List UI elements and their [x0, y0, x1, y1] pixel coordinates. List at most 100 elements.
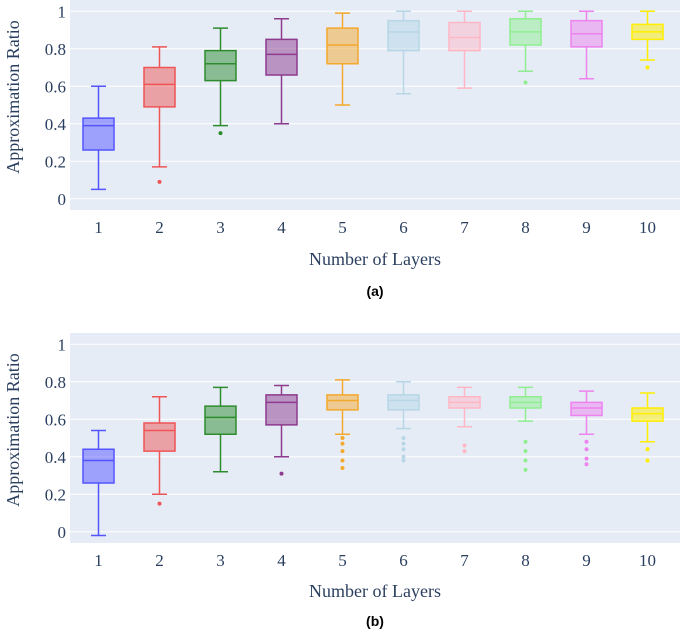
- outlier-point: [401, 441, 406, 446]
- iqr-box: [265, 38, 298, 76]
- y-axis-title-a: Approximation Ratio: [3, 20, 23, 173]
- outlier-point: [462, 443, 467, 448]
- box-10: [631, 392, 664, 463]
- iqr-box: [387, 19, 420, 52]
- box-8: [509, 10, 542, 85]
- box-9: [570, 10, 603, 80]
- x-axis-title-a: Number of Layers: [309, 249, 441, 269]
- outlier-point: [584, 456, 589, 461]
- outlier-point: [645, 65, 650, 70]
- x-tick-label: 8: [521, 551, 530, 570]
- box-2: [143, 396, 176, 506]
- y-tick-label: 0.4: [45, 115, 67, 134]
- box-8: [509, 386, 542, 472]
- iqr-box: [204, 405, 237, 435]
- outlier-point: [645, 447, 650, 452]
- x-tick-label: 1: [94, 218, 103, 237]
- x-tick-label: 10: [639, 218, 656, 237]
- y-tick-label: 0.6: [45, 77, 66, 96]
- y-tick-label: 0.2: [45, 485, 66, 504]
- y-tick-label: 1: [58, 335, 67, 354]
- iqr-box: [265, 394, 298, 426]
- y-tick-label: 0.2: [45, 152, 66, 171]
- box-4: [265, 384, 298, 476]
- iqr-box: [204, 49, 237, 82]
- outlier-point: [401, 454, 406, 459]
- outlier-point: [340, 458, 345, 463]
- iqr-box: [631, 407, 664, 422]
- y-tick-label: 1: [58, 2, 67, 21]
- boxes-a: [82, 10, 664, 191]
- outlier-point: [401, 447, 406, 452]
- panel-caption-b: (b): [366, 613, 384, 629]
- box-5: [326, 12, 359, 106]
- iqr-box: [143, 422, 176, 452]
- y-tick-label: 0: [58, 190, 67, 209]
- iqr-box: [143, 66, 176, 108]
- x-tick-label: 5: [338, 551, 347, 570]
- outlier-point: [645, 458, 650, 463]
- box-4: [265, 18, 298, 125]
- box-1: [82, 429, 115, 537]
- x-tick-label: 2: [155, 218, 164, 237]
- outlier-point: [401, 458, 406, 463]
- box-5: [326, 379, 359, 470]
- iqr-box: [387, 394, 420, 411]
- x-tick-label: 8: [521, 218, 530, 237]
- x-tick-label: 10: [639, 551, 656, 570]
- outlier-point: [523, 458, 528, 463]
- x-axis-title-b: Number of Layers: [309, 581, 441, 601]
- y-tick-label: 0.8: [45, 40, 66, 59]
- panel-a: 0 0.2 0.4 0.6 0.8 1 1 2 3 4 5 6 7 8 9 10 Number of Laye…: [3, 0, 680, 299]
- box-9: [570, 390, 603, 467]
- iqr-box: [448, 21, 481, 52]
- box-10: [631, 10, 664, 70]
- outlier-point: [523, 467, 528, 472]
- x-tick-label: 9: [582, 218, 591, 237]
- box-2: [143, 46, 176, 184]
- outlier-point: [462, 449, 467, 454]
- ticks-b: 0 0.2 0.4 0.6 0.8 1 1 2 3 4 5 6 7 8 9 10: [45, 335, 656, 570]
- panel-caption-a: (a): [366, 283, 383, 299]
- outlier-point: [340, 441, 345, 446]
- outlier-point: [584, 447, 589, 452]
- x-tick-label: 7: [460, 551, 469, 570]
- outlier-point: [523, 449, 528, 454]
- x-tick-label: 3: [216, 551, 225, 570]
- outlier-point: [157, 179, 162, 184]
- outlier-point: [340, 436, 345, 440]
- outlier-point: [584, 439, 589, 444]
- x-tick-label: 1: [94, 551, 103, 570]
- iqr-box: [82, 117, 115, 151]
- x-tick-label: 5: [338, 218, 347, 237]
- iqr-box: [570, 401, 603, 417]
- box-3: [204, 386, 237, 473]
- boxes-b: [82, 379, 664, 537]
- outlier-point: [401, 436, 406, 440]
- iqr-box: [82, 448, 115, 484]
- x-tick-label: 7: [460, 218, 469, 237]
- box-6: [387, 10, 420, 95]
- x-tick-label: 4: [277, 551, 286, 570]
- outlier-point: [157, 501, 162, 506]
- box-7: [448, 386, 481, 454]
- panel-b: 0 0.2 0.4 0.6 0.8 1 1 2 3 4 5 6 7 8 9 10 Number of Laye…: [3, 333, 680, 629]
- x-tick-label: 6: [399, 551, 408, 570]
- x-tick-label: 9: [582, 551, 591, 570]
- y-axis-title-b: Approximation Ratio: [3, 353, 23, 506]
- box-7: [448, 10, 481, 89]
- ticks-a: 0 0.2 0.4 0.6 0.8 1 1 2 3 4 5 6 7 8 9 10: [45, 2, 656, 237]
- y-tick-label: 0.4: [45, 448, 67, 467]
- outlier-point: [218, 131, 223, 136]
- outlier-point: [584, 462, 589, 467]
- box-3: [204, 27, 237, 136]
- outlier-point: [340, 466, 345, 470]
- y-tick-label: 0.8: [45, 373, 66, 392]
- x-tick-label: 4: [277, 218, 286, 237]
- iqr-box: [326, 27, 359, 65]
- x-tick-label: 6: [399, 218, 408, 237]
- box-6: [387, 381, 420, 463]
- x-tick-label: 2: [155, 551, 164, 570]
- grid-b: [70, 343, 680, 533]
